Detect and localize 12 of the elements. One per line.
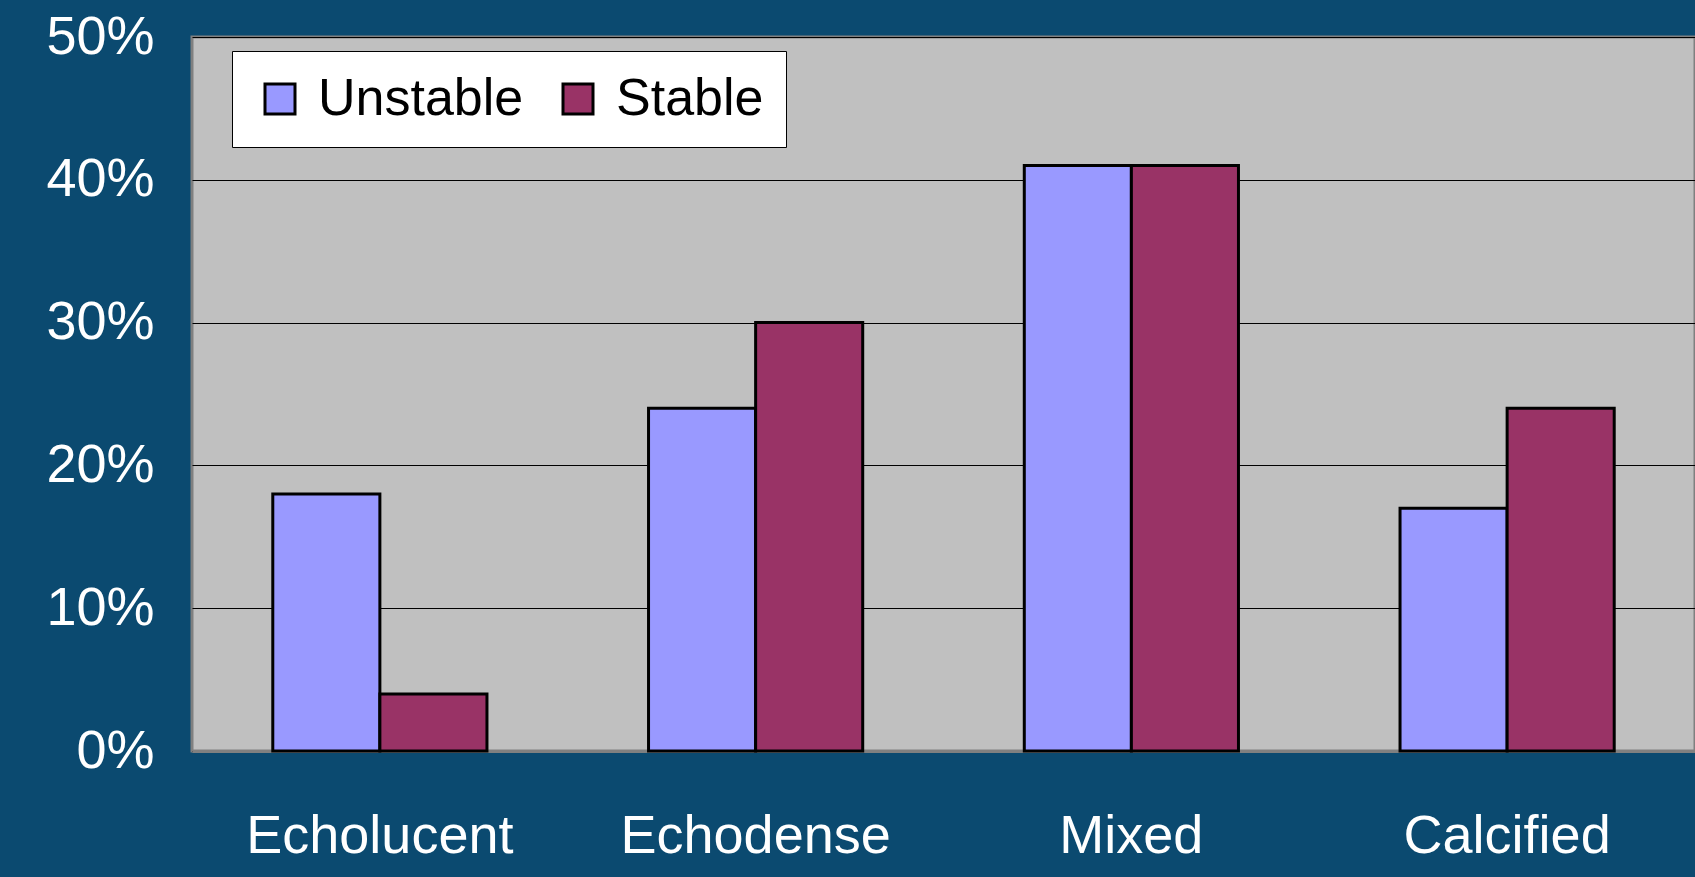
legend-label: Stable — [616, 68, 764, 126]
y-tick-label: 0% — [76, 718, 155, 779]
x-tick-label: Echodense — [620, 803, 891, 864]
y-tick-label: 20% — [46, 432, 155, 493]
y-tick-label: 10% — [46, 575, 155, 636]
legend-label: Unstable — [318, 68, 524, 126]
y-tick-label: 30% — [46, 290, 155, 351]
x-tick-label: Mixed — [1059, 803, 1204, 864]
x-tick-label: Echolucent — [246, 803, 514, 864]
y-tick-label: 40% — [46, 147, 155, 208]
x-tick-label: Calcified — [1403, 803, 1611, 864]
y-tick-label: 50% — [46, 4, 155, 65]
